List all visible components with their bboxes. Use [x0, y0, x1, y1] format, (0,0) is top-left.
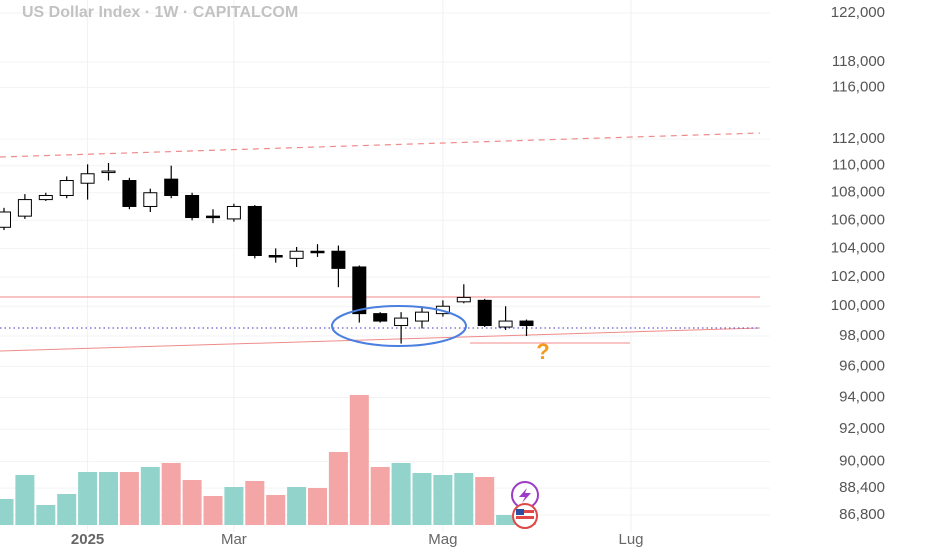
volume-bar: [140, 467, 160, 525]
y-tick-label: 108,000: [831, 184, 885, 201]
volume-bar: [287, 487, 307, 525]
candle-body: [456, 296, 471, 303]
y-tick-label: 102,000: [831, 268, 885, 285]
y-tick-label: 90,000: [839, 453, 885, 470]
y-tick-label: 104,000: [831, 239, 885, 256]
candle-body: [415, 311, 429, 322]
y-tick-label: 92,000: [839, 420, 885, 437]
y-tick-label: 112,000: [832, 130, 885, 147]
y-tick-label: 94,000: [839, 388, 885, 405]
y-tick-label: 96,000: [839, 357, 885, 374]
candle-body: [38, 194, 53, 201]
axes: 86,800 88,400 90,000 92,000 94,000 96,000 98,0…: [71, 4, 885, 548]
volume-bar: [0, 499, 14, 525]
candle-body: [226, 205, 241, 220]
candle-body: [143, 192, 158, 207]
y-tick-label: 86,800: [839, 506, 885, 523]
y-tick-label: 98,000: [839, 327, 885, 344]
candle-body: [206, 215, 220, 219]
x-tick-label: Mar: [221, 531, 247, 548]
x-tick-label: 2025: [71, 531, 104, 548]
volume-bar: [15, 475, 35, 525]
volume-bar: [161, 463, 181, 525]
volume-bar: [475, 477, 495, 525]
volume-bar: [266, 495, 286, 525]
volume-bar: [203, 496, 223, 525]
candle-body: [310, 250, 325, 254]
volume-bar: [349, 395, 369, 525]
volume-bar: [328, 452, 348, 525]
candle-body: [0, 211, 11, 228]
volume-bar: [57, 494, 77, 525]
candle-body: [80, 173, 95, 184]
volumes: [0, 395, 536, 525]
highlight-ellipse: [331, 305, 467, 347]
chart-title: US Dollar Index · 1W · CAPITALCOM: [22, 4, 298, 21]
candle-body: [268, 255, 283, 258]
y-tick-label: 116,000: [832, 78, 885, 95]
volume-bar: [78, 472, 98, 525]
volume-bar: [496, 515, 516, 525]
event-icon-symbol: [519, 488, 531, 503]
candle-body: [477, 299, 492, 327]
volume-bar: [308, 488, 327, 525]
candle-body: [122, 180, 137, 207]
candle-body: [394, 317, 409, 327]
y-tick-label: 88,400: [839, 479, 885, 496]
volume-bar: [454, 473, 474, 525]
volume-bar: [433, 475, 453, 525]
candle-body: [519, 320, 534, 327]
y-tick-label: 118,000: [832, 53, 885, 70]
y-tick-label: 122,000: [831, 4, 885, 21]
volume-bar: [412, 473, 432, 525]
candle-body: [498, 320, 513, 328]
candle-body: [59, 180, 74, 196]
trend-line: [0, 327, 761, 352]
candle-body: [373, 313, 388, 322]
volume-bar: [119, 472, 139, 525]
volume-bar: [182, 480, 202, 525]
y-tick-label: 106,000: [831, 211, 885, 228]
x-tick-label: Mag: [428, 531, 457, 548]
candle-body: [331, 250, 346, 269]
candle-body: [164, 178, 179, 196]
question-mark: ?: [536, 339, 549, 364]
candle-body: [101, 170, 116, 174]
flag-stripe: [516, 510, 534, 513]
y-tick-label: 110,000: [832, 157, 885, 174]
volume-bar: [36, 505, 56, 525]
candle-body: [289, 250, 304, 259]
y-tick-label: 100,000: [831, 297, 885, 314]
volume-bar: [391, 463, 411, 525]
candle-body: [352, 266, 367, 315]
volume-bar: [370, 467, 390, 525]
volume-bar: [245, 481, 265, 525]
flag-canton: [516, 509, 524, 515]
x-tick-label: Lug: [618, 531, 643, 548]
candle-body: [185, 194, 200, 219]
channel-top: [0, 132, 761, 158]
flag-stripe: [516, 516, 534, 519]
candle-body: [17, 199, 32, 217]
candle-body: [247, 205, 262, 257]
volume-bar: [224, 487, 244, 525]
volume-bar: [99, 472, 118, 525]
